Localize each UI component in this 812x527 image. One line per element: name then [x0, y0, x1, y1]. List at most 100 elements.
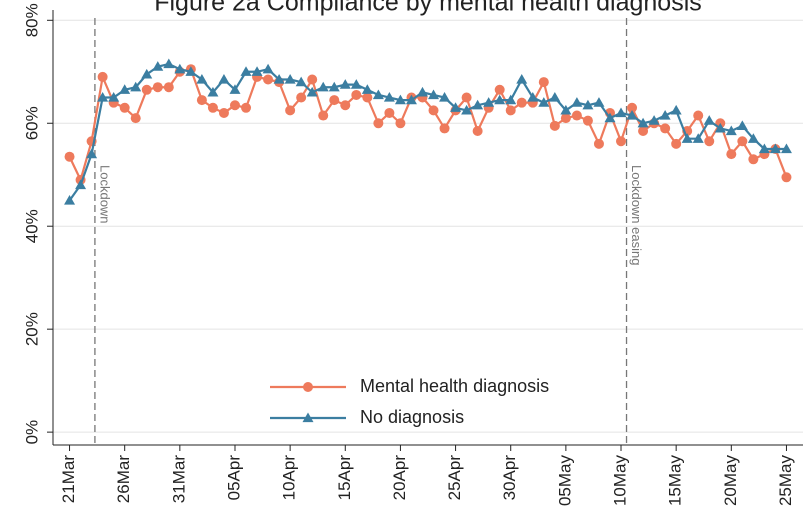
data-point	[494, 84, 505, 95]
data-point	[637, 117, 649, 128]
data-point	[75, 179, 87, 190]
data-point	[318, 110, 329, 121]
data-point	[692, 133, 704, 143]
x-tick-label: 26Mar	[114, 455, 133, 504]
legend-marker	[302, 412, 314, 423]
data-point	[340, 100, 351, 111]
data-point	[616, 136, 627, 147]
data-point	[681, 133, 693, 143]
series	[64, 58, 792, 205]
data-point	[196, 73, 208, 84]
data-point	[64, 194, 76, 205]
data-point	[781, 172, 792, 183]
data-point	[350, 79, 362, 89]
data-point	[97, 71, 108, 82]
y-tick-label: 20%	[22, 312, 41, 346]
data-point	[64, 151, 75, 162]
data-point	[527, 92, 539, 102]
data-point	[251, 66, 263, 76]
data-point	[263, 74, 274, 85]
data-point	[229, 100, 240, 111]
data-point	[108, 92, 120, 102]
data-point	[725, 125, 737, 136]
data-point	[671, 138, 682, 149]
data-point	[593, 97, 605, 107]
data-point	[538, 97, 550, 107]
data-point	[119, 102, 130, 113]
x-tick-label: 31Mar	[169, 455, 188, 504]
data-point	[737, 136, 748, 147]
annotation-label: Lockdown easing	[629, 165, 644, 265]
data-point	[152, 82, 163, 93]
data-point	[295, 76, 307, 87]
data-point	[483, 97, 495, 107]
data-point	[638, 125, 649, 136]
annotation-label: Lockdown	[97, 165, 112, 224]
data-point	[660, 123, 671, 134]
data-point	[317, 81, 329, 92]
data-point	[361, 84, 373, 94]
y-tick-label: 60%	[22, 106, 41, 140]
data-point	[383, 92, 395, 102]
data-point	[747, 133, 759, 143]
data-point	[461, 92, 472, 103]
data-point	[307, 74, 318, 85]
data-point	[516, 97, 527, 108]
data-point	[549, 120, 560, 131]
data-point	[196, 95, 207, 106]
x-tick-label: 25Apr	[445, 455, 464, 501]
data-point	[207, 102, 218, 113]
chart-title: Figure 2a Compliance by mental health di…	[154, 0, 702, 17]
data-point	[748, 154, 759, 165]
data-point	[704, 136, 715, 147]
data-point	[571, 110, 582, 121]
x-tick-label: 20Apr	[390, 455, 409, 501]
y-tick-label: 80%	[22, 3, 41, 37]
x-tick-label: 05May	[555, 455, 574, 507]
series	[64, 64, 792, 185]
data-point	[373, 118, 384, 129]
data-point	[240, 66, 252, 76]
data-point	[505, 94, 517, 105]
data-point	[549, 92, 561, 102]
data-point	[627, 102, 638, 113]
data-point	[428, 89, 440, 100]
data-point	[472, 125, 483, 136]
data-point	[372, 89, 384, 100]
data-point	[461, 104, 473, 115]
data-point	[273, 73, 285, 84]
data-point	[339, 79, 351, 89]
data-point	[560, 113, 571, 124]
data-point	[758, 143, 770, 154]
data-point	[97, 92, 109, 102]
data-point	[207, 86, 219, 97]
data-point	[439, 92, 451, 102]
data-point	[152, 61, 164, 71]
x-tick-label: 15May	[666, 455, 685, 507]
data-point	[604, 112, 616, 123]
data-point	[693, 110, 704, 121]
data-point	[174, 63, 186, 74]
data-point	[582, 99, 594, 110]
data-point	[218, 73, 230, 84]
data-point	[505, 105, 516, 116]
data-point	[394, 94, 406, 105]
data-point	[262, 63, 274, 74]
data-point	[285, 105, 296, 116]
x-tick-label: 05Apr	[224, 455, 243, 501]
data-point	[582, 115, 593, 126]
data-point	[659, 110, 671, 120]
data-point	[780, 143, 792, 154]
data-point	[229, 84, 241, 94]
legend-label: Mental health diagnosis	[360, 376, 549, 396]
data-point	[130, 113, 141, 124]
data-point	[428, 105, 439, 116]
legend-label: No diagnosis	[360, 407, 464, 427]
data-point	[439, 123, 450, 134]
data-point	[648, 115, 660, 125]
data-point	[218, 107, 229, 118]
x-tick-label: 25May	[776, 455, 795, 507]
data-point	[185, 66, 197, 76]
data-point	[119, 84, 131, 94]
